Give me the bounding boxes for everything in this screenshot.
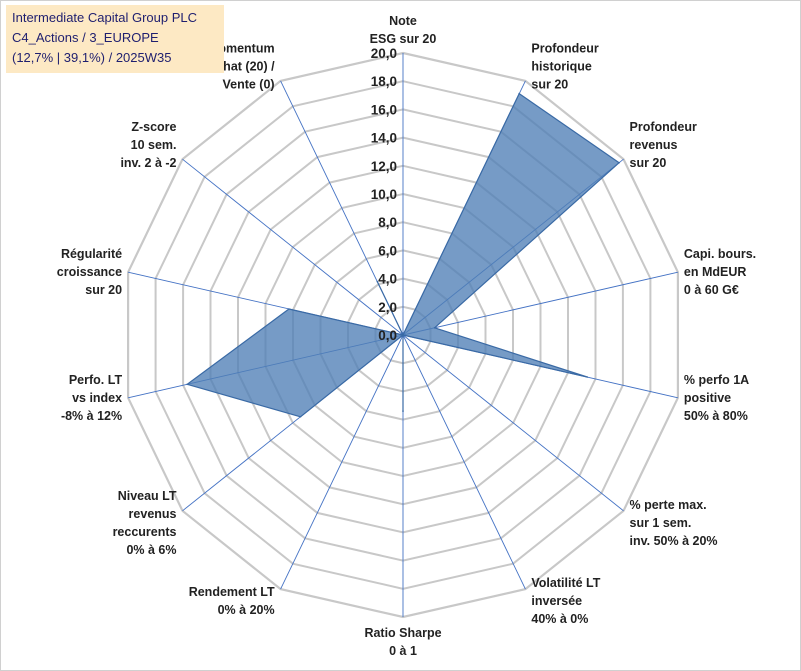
title-line-category: C4_Actions / 3_EUROPE (12, 30, 159, 45)
axis-label: Profondeur revenus sur 20 (630, 120, 697, 170)
data-point (288, 308, 290, 310)
data-point (433, 327, 436, 329)
axis-label-line: 0% à 6% (126, 543, 176, 557)
axis-label-line: Note (389, 14, 417, 28)
axis-label-line: 40% à 0% (531, 612, 588, 626)
radial-tick-label: 18,0 (371, 74, 397, 89)
radial-tick-label: 12,0 (371, 159, 397, 174)
axis-label: Régularité croissance sur 20 (57, 247, 122, 297)
axis-label-line: % perfo 1A (684, 373, 749, 387)
axis-label: Ratio Sharpe 0 à 1 (364, 626, 441, 658)
radial-tick-label: 16,0 (371, 102, 397, 117)
radial-tick-label: 8,0 (378, 215, 397, 230)
radial-tick-label: 4,0 (378, 272, 397, 287)
axis-label-line: sur 1 sem. (630, 516, 692, 530)
axis-label: Perfo. LT vs index -8% à 12% (61, 373, 123, 423)
axis-label: Momentum Achat (20) / Vente (0) (207, 42, 275, 92)
axis-label-line: sur 20 (85, 283, 122, 297)
axis-label-line: Capi. bours. (684, 247, 756, 261)
radial-tick-label: 20,0 (371, 46, 397, 61)
axis-label-line: ESG sur 20 (370, 32, 437, 46)
axis-label-line: revenus (630, 138, 678, 152)
axis-label-line: Ratio Sharpe (364, 626, 441, 640)
axis-label-line: Régularité (61, 247, 122, 261)
axis-label-line: 10 sem. (131, 138, 177, 152)
radial-tick-labels: 0,0 2,0 4,0 6,0 8,0 10,0 12,0 14,0 16,0 18,0 20,0 (371, 46, 397, 343)
axis-label-line: 0 à 60 G€ (684, 283, 739, 297)
chart-title-box: Intermediate Capital Group PLC C4_Action… (6, 5, 224, 73)
axis-label-line: Vente (0) (222, 78, 274, 92)
radial-tick-label: 0,0 (378, 328, 397, 343)
radar-series (186, 92, 620, 418)
axis-spoke (402, 271, 679, 336)
radial-tick-label: 14,0 (371, 131, 397, 146)
axis-label-line: % perte max. (630, 498, 707, 512)
axis-label-line: Profondeur (531, 42, 598, 56)
axis-label-line: positive (684, 391, 731, 405)
axis-label-line: Momentum (208, 42, 275, 56)
axis-label-line: sur 20 (630, 156, 667, 170)
data-point (376, 280, 379, 283)
axis-label-line: Niveau LT (118, 489, 177, 503)
radial-tick-label: 10,0 (371, 187, 397, 202)
axis-label-line: 0% à 20% (218, 603, 275, 617)
axis-label: % perte max. sur 1 sem. inv. 50% à 20% (630, 498, 718, 548)
radial-tick-label: 6,0 (378, 243, 397, 258)
axis-spoke (402, 334, 624, 512)
axis-label-line: reccurents (113, 525, 177, 539)
title-line-stats: (12,7% | 39,1%) / 2025W35 (12, 50, 172, 65)
data-point (299, 416, 302, 418)
axis-label-line: Z-score (131, 120, 176, 134)
axis-label-line: croissance (57, 265, 122, 279)
axis-label-line: sur 20 (531, 78, 568, 92)
axis-label-line: inv. 2 à -2 (120, 156, 176, 170)
axis-label-line: Profondeur (630, 120, 697, 134)
axis-label-line: Rendement LT (189, 585, 275, 599)
data-point (402, 334, 404, 336)
title-line-company: Intermediate Capital Group PLC (12, 10, 197, 25)
axis-label-line: 50% à 80% (684, 409, 748, 423)
axis-label: Note ESG sur 20 (370, 14, 437, 46)
axis-label-line: -8% à 12% (61, 409, 122, 423)
axis-spoke (280, 334, 404, 590)
axis-label-line: vs index (72, 391, 122, 405)
axis-label-line: 0 à 1 (389, 644, 417, 658)
data-point (518, 92, 520, 95)
data-point (186, 383, 188, 386)
axis-label-line: inv. 50% à 20% (630, 534, 718, 548)
axis-label-line: en MdEUR (684, 265, 747, 279)
axis-label-line: historique (531, 60, 591, 74)
axis-label: Z-score 10 sem. inv. 2 à -2 (120, 120, 176, 170)
axis-label-line: revenus (129, 507, 177, 521)
axis-label-line: Volatilité LT (531, 576, 600, 590)
series-area (186, 92, 620, 418)
axis-label-line: Achat (20) / (207, 60, 275, 74)
axis-spoke (402, 334, 526, 590)
data-point (618, 161, 620, 164)
axis-label-line: inversée (531, 594, 582, 608)
axis-spoke (182, 158, 404, 336)
axis-label: Capi. bours. en MdEUR 0 à 60 G€ (684, 247, 756, 297)
axis-label-line: Perfo. LT (69, 373, 123, 387)
data-point (586, 376, 588, 378)
axis-label: % perfo 1A positive 50% à 80% (684, 373, 749, 423)
data-point (402, 410, 404, 412)
radial-tick-label: 2,0 (378, 300, 397, 315)
axis-label: Profondeur historique sur 20 (531, 42, 598, 92)
axis-label: Niveau LT revenus reccurents 0% à 6% (113, 489, 177, 557)
axis-label: Rendement LT 0% à 20% (189, 585, 275, 617)
axis-labels: Note ESG sur 20 Profondeur historique sur 20… (57, 14, 756, 658)
axis-label: Volatilité LT inversée 40% à 0% (531, 576, 600, 626)
